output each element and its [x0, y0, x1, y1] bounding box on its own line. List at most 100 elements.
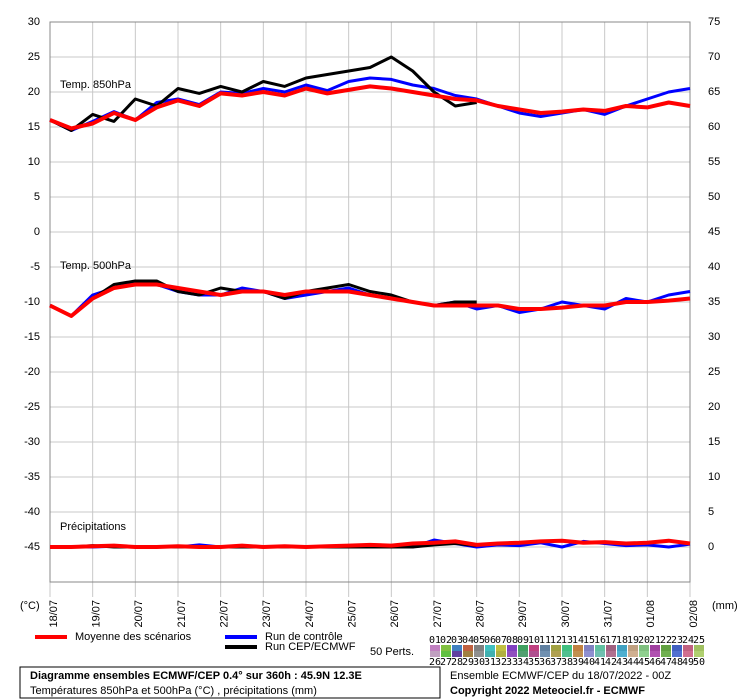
perturbation-swatch [628, 645, 638, 651]
perturbation-swatch [595, 651, 605, 657]
footer-title: Diagramme ensembles ECMWF/CEP 0.4° sur 3… [30, 670, 362, 682]
perturbation-swatch [474, 645, 484, 651]
perturbation-swatch [452, 651, 462, 657]
perturbation-label: 41 [594, 657, 606, 668]
perturbation-label: 08 [506, 635, 518, 646]
perturbation-swatch [430, 651, 440, 657]
perturbation-label: 26 [429, 657, 441, 668]
x-tick-label: 29/07 [517, 600, 529, 628]
perturbation-swatch [694, 645, 704, 651]
panel-label: Temp. 500hPa [60, 260, 132, 272]
perturbation-swatch [694, 651, 704, 657]
perturbation-label: 09 [517, 635, 529, 646]
perturbation-label: 25 [693, 635, 705, 646]
perturbation-label: 48 [671, 657, 683, 668]
perturbation-swatch [551, 651, 561, 657]
perturbation-swatch [496, 651, 506, 657]
perturbation-swatch [606, 645, 616, 651]
perturbation-swatch [474, 651, 484, 657]
perturbation-label: 15 [583, 635, 595, 646]
series-line [49, 84, 691, 131]
perturbation-swatch [639, 651, 649, 657]
perturbation-swatch [551, 645, 561, 651]
perturbation-swatch [518, 645, 528, 651]
perturbation-swatch [496, 645, 506, 651]
perturbation-swatch [507, 645, 517, 651]
perturbation-swatch [584, 645, 594, 651]
y-tick-label: 15 [28, 121, 40, 133]
perturbation-swatch [595, 645, 605, 651]
perturbations-label: 50 Perts. [370, 646, 414, 658]
perturbation-label: 22 [660, 635, 672, 646]
perturbation-swatch [672, 651, 682, 657]
y-tick-label: -35 [24, 471, 40, 483]
y2-tick-label: 20 [708, 401, 720, 413]
y-tick-label: 30 [28, 16, 40, 28]
perturbation-label: 37 [550, 657, 562, 668]
perturbation-swatch [650, 651, 660, 657]
perturbation-label: 34 [517, 657, 529, 668]
perturbation-swatch [562, 651, 572, 657]
y-tick-label: 0 [34, 226, 40, 238]
footer-run: Ensemble ECMWF/CEP du 18/07/2022 - 00Z [450, 670, 671, 682]
perturbation-label: 05 [473, 635, 485, 646]
y2-tick-label: 35 [708, 296, 720, 308]
perturbation-label: 17 [605, 635, 617, 646]
x-tick-label: 18/07 [48, 600, 60, 628]
perturbation-swatch [463, 645, 473, 651]
perturbation-swatch [463, 651, 473, 657]
perturbation-label: 24 [682, 635, 694, 646]
perturbation-swatch [606, 651, 616, 657]
perturbation-label: 19 [627, 635, 639, 646]
perturbation-label: 43 [616, 657, 628, 668]
perturbation-label: 50 [693, 657, 705, 668]
perturbation-label: 12 [550, 635, 562, 646]
x-tick-label: 22/07 [219, 600, 231, 628]
perturbation-swatch [650, 645, 660, 651]
y2-tick-label: 45 [708, 226, 720, 238]
y2-tick-label: 60 [708, 121, 720, 133]
perturbation-swatch [617, 651, 627, 657]
perturbation-swatch [529, 651, 539, 657]
x-tick-label: 25/07 [347, 600, 359, 628]
perturbation-label: 02 [440, 635, 452, 646]
y2-tick-label: 65 [708, 86, 720, 98]
perturbation-label: 18 [616, 635, 628, 646]
x-tick-label: 20/07 [133, 600, 145, 628]
legend-label: Run de contrôle [265, 631, 343, 643]
perturbation-swatch [661, 651, 671, 657]
y2-tick-label: 50 [708, 191, 720, 203]
y-tick-label: -10 [24, 296, 40, 308]
perturbation-swatch [507, 651, 517, 657]
x-tick-label: 27/07 [432, 600, 444, 628]
perturbation-label: 30 [473, 657, 485, 668]
footer-copyright: Copyright 2022 Meteociel.fr - ECMWF [450, 685, 645, 697]
perturbation-swatch [452, 645, 462, 651]
perturbation-swatch [683, 645, 693, 651]
perturbation-label: 06 [484, 635, 496, 646]
perturbation-label: 14 [572, 635, 584, 646]
perturbation-swatch [661, 645, 671, 651]
perturbation-label: 32 [495, 657, 507, 668]
perturbation-swatch [529, 645, 539, 651]
perturbation-label: 11 [539, 635, 551, 646]
x-tick-label: 24/07 [304, 600, 316, 628]
legend-label: Moyenne des scénarios [75, 631, 192, 643]
perturbation-swatch [518, 651, 528, 657]
perturbation-label: 31 [484, 657, 496, 668]
perturbation-label: 01 [429, 635, 441, 646]
y-tick-label: -15 [24, 331, 40, 343]
y2-axis-label: (mm) [712, 600, 738, 612]
perturbation-label: 10 [528, 635, 540, 646]
perturbation-swatch [441, 645, 451, 651]
perturbation-label: 03 [451, 635, 463, 646]
y2-tick-label: 75 [708, 16, 720, 28]
x-tick-label: 21/07 [176, 600, 188, 628]
perturbation-label: 46 [649, 657, 661, 668]
perturbation-swatch [672, 645, 682, 651]
y2-tick-label: 0 [708, 541, 714, 553]
y2-tick-label: 70 [708, 51, 720, 63]
perturbation-swatch [584, 651, 594, 657]
